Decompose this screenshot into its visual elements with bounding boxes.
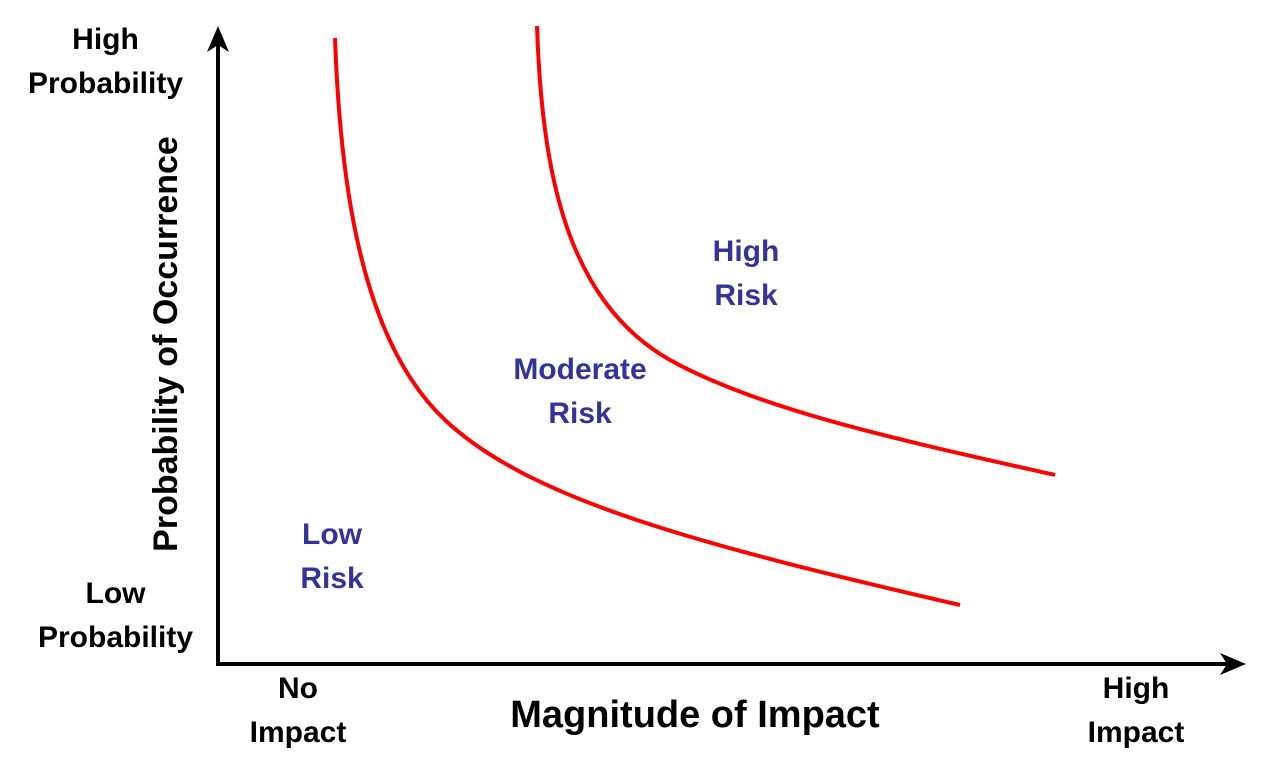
- y-axis-bottom-label-line2: Probability: [37, 621, 194, 654]
- y-axis-bottom-label-line1: Low: [85, 577, 146, 610]
- x-axis-right-label-line1: High: [1102, 672, 1170, 705]
- x-axis-title: Magnitude of Impact: [510, 694, 880, 736]
- x-axis-left-label: No Impact: [228, 667, 368, 755]
- zone-low-risk-line1: Low: [302, 518, 362, 551]
- x-axis-left-label-line2: Impact: [249, 716, 347, 749]
- zone-moderate-risk: Moderate Risk: [490, 348, 670, 436]
- moderate-high-boundary-curve: [535, 25, 1056, 477]
- zone-high-risk-line2: Risk: [714, 279, 778, 312]
- x-axis-left-label-line1: No: [278, 672, 318, 705]
- x-axis-right-label-line2: Impact: [1087, 716, 1185, 749]
- low-moderate-boundary-curve: [333, 37, 961, 607]
- zone-moderate-risk-line2: Risk: [548, 397, 612, 430]
- zone-high-risk-line1: High: [712, 235, 780, 268]
- zone-moderate-risk-line1: Moderate: [513, 353, 647, 386]
- x-axis-right-label: High Impact: [1066, 667, 1206, 755]
- zone-low-risk-line2: Risk: [300, 562, 364, 595]
- y-axis-top-label-line1: High: [72, 23, 139, 56]
- y-axis-top-label-line2: Probability: [27, 67, 184, 100]
- y-axis-title: Probability of Occurrence: [147, 136, 185, 552]
- y-axis-arrowhead: [207, 26, 229, 52]
- zone-high-risk: High Risk: [676, 230, 816, 318]
- y-axis-bottom-label: Low Probability: [28, 572, 203, 660]
- y-axis-top-label: High Probability: [18, 18, 193, 106]
- zone-low-risk: Low Risk: [262, 513, 402, 601]
- x-axis-arrowhead: [1220, 653, 1246, 675]
